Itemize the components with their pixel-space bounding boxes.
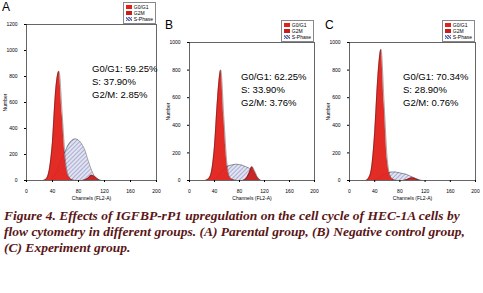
svg-text:0: 0 xyxy=(15,177,18,183)
html-text:S-Phase: S-Phase xyxy=(452,34,472,40)
svg-text:0: 0 xyxy=(338,177,341,183)
svg-text:1200: 1200 xyxy=(6,21,17,27)
html-text:G2M: G2M xyxy=(291,28,303,34)
svg-text:200: 200 xyxy=(152,188,161,194)
svg-text:80: 80 xyxy=(397,188,403,194)
svg-text:200: 200 xyxy=(172,150,181,156)
svg-text:600: 600 xyxy=(9,99,18,105)
svg-text:400: 400 xyxy=(332,122,341,128)
svg-text:160: 160 xyxy=(126,188,135,194)
svg-text:160: 160 xyxy=(446,188,455,194)
svg-text:Number: Number xyxy=(2,93,8,111)
svg-text:800: 800 xyxy=(172,67,181,73)
html-text:G2/M: 3.76%: G2/M: 3.76% xyxy=(241,97,297,108)
svg-text:80: 80 xyxy=(237,188,243,194)
svg-text:80: 80 xyxy=(76,188,82,194)
html-text:G0/G1: 70.34%: G0/G1: 70.34% xyxy=(403,71,469,82)
svg-text:1000: 1000 xyxy=(6,47,17,53)
html-text:G0/G1: G0/G1 xyxy=(291,22,307,28)
svg-text:600: 600 xyxy=(332,94,341,100)
svg-text:800: 800 xyxy=(332,67,341,73)
html-text:G0/G1: 59.25%: G0/G1: 59.25% xyxy=(92,63,158,74)
svg-text:Channels (FL2-A): Channels (FL2-A) xyxy=(393,195,433,201)
svg-text:Number: Number xyxy=(325,102,331,120)
html-text:G0/G1: G0/G1 xyxy=(452,22,468,28)
svg-text:40: 40 xyxy=(212,188,218,194)
svg-text:400: 400 xyxy=(172,122,181,128)
svg-text:Number: Number xyxy=(165,102,171,120)
html-text:A: A xyxy=(2,0,10,14)
svg-text:160: 160 xyxy=(285,188,294,194)
html-text:G2M: G2M xyxy=(452,28,464,34)
svg-text:800: 800 xyxy=(9,73,18,79)
html-text:S: 33.90%: S: 33.90% xyxy=(241,84,285,95)
html-text:G2/M: 2.85%: G2/M: 2.85% xyxy=(92,89,148,100)
html-text:G0/G1: 62.25%: G0/G1: 62.25% xyxy=(241,71,307,82)
html-text:S-Phase: S-Phase xyxy=(291,34,311,40)
svg-text:Channels (FL2-A): Channels (FL2-A) xyxy=(232,195,272,201)
svg-text:400: 400 xyxy=(9,125,18,131)
html-text:Figure 4. Effects of IGFBP-rP1: Figure 4. Effects of IGFBP-rP1 upregulat… xyxy=(4,208,465,255)
svg-text:120: 120 xyxy=(421,188,430,194)
html-text:G2/M: 0.76%: G2/M: 0.76% xyxy=(403,97,459,108)
svg-text:40: 40 xyxy=(50,188,56,194)
svg-text:0: 0 xyxy=(188,188,191,194)
svg-text:120: 120 xyxy=(260,188,269,194)
html-text:B: B xyxy=(165,18,173,32)
svg-text:0: 0 xyxy=(25,188,28,194)
html-text:S-Phase: S-Phase xyxy=(133,16,153,22)
html-text:S: 37.90%: S: 37.90% xyxy=(92,76,136,87)
svg-text:0: 0 xyxy=(178,177,181,183)
svg-text:120: 120 xyxy=(100,188,109,194)
html-text:G0/G1: G0/G1 xyxy=(133,4,149,10)
svg-text:0: 0 xyxy=(348,188,351,194)
svg-text:Channels (FL2-A): Channels (FL2-A) xyxy=(72,195,112,201)
svg-text:200: 200 xyxy=(471,188,480,194)
svg-text:200: 200 xyxy=(9,151,18,157)
svg-text:200: 200 xyxy=(332,150,341,156)
html-text:G2M: G2M xyxy=(133,10,145,16)
svg-text:1000: 1000 xyxy=(329,39,340,45)
svg-text:40: 40 xyxy=(372,188,378,194)
html-text:S: 28.90%: S: 28.90% xyxy=(403,84,447,95)
svg-text:600: 600 xyxy=(172,94,181,100)
svg-text:1000: 1000 xyxy=(169,39,180,45)
html-text:C: C xyxy=(325,18,334,32)
svg-text:200: 200 xyxy=(310,188,319,194)
